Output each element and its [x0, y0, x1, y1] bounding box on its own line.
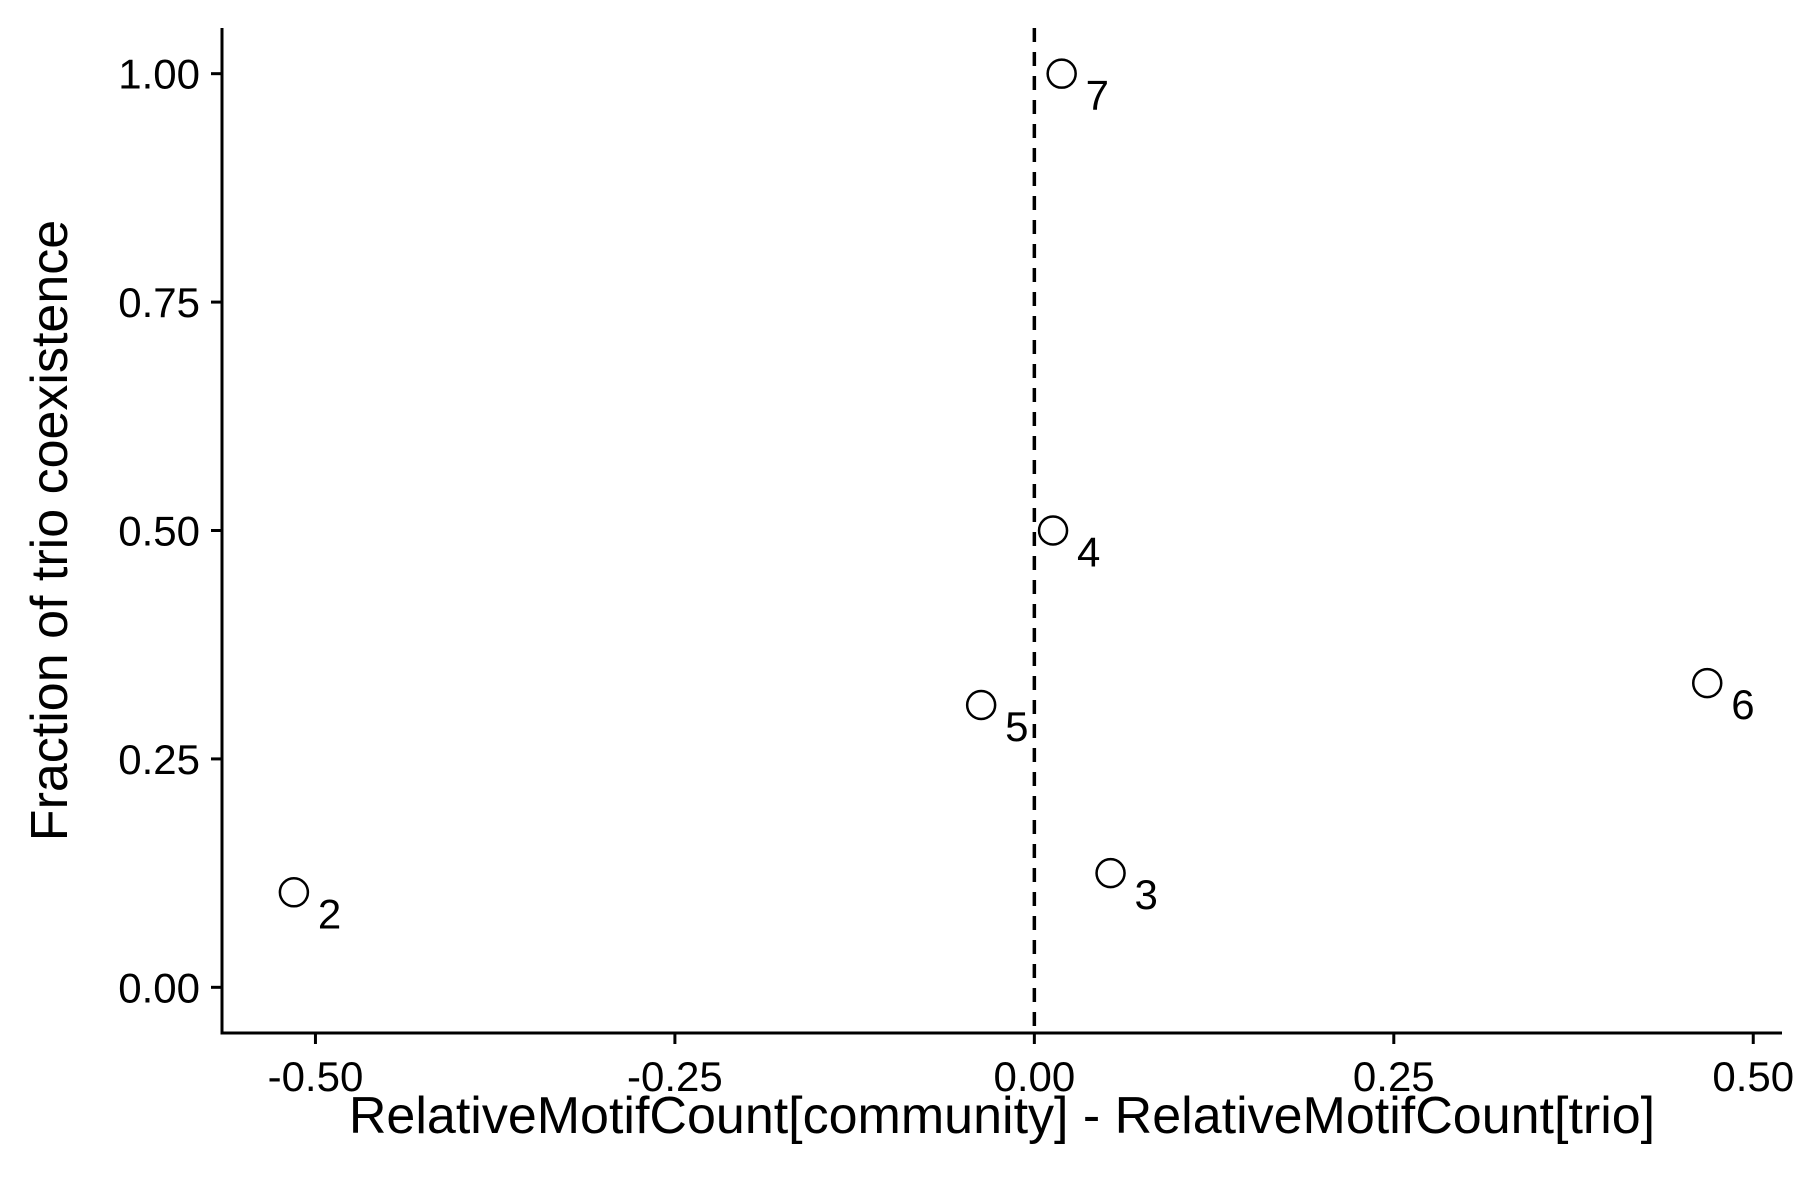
data-point	[1095, 857, 1126, 889]
data-point-label: 3	[1135, 871, 1158, 918]
x-tick-label: 0.50	[1712, 1053, 1794, 1100]
y-tick-label: 0.75	[118, 279, 200, 326]
x-axis-title: RelativeMotifCount[community] - Relative…	[349, 1087, 1655, 1145]
points-layer: 2 3 4 5 6 7	[278, 58, 1755, 937]
data-point	[1046, 58, 1077, 89]
axes-layer	[220, 28, 1782, 1035]
data-point-label: 4	[1077, 529, 1100, 576]
y-tick-label: 0.50	[118, 508, 200, 555]
x-tick-label: 0.25	[1353, 1053, 1435, 1100]
x-tick-label: -0.25	[627, 1053, 723, 1100]
plot-area: 2 345 67 -0.50 -0.25 0.00 0.25 0.50 0.000.250.…	[118, 28, 1794, 1100]
x-tick-label: -0.50	[268, 1053, 364, 1100]
y-tick-label: 0.25	[118, 736, 200, 783]
data-point-label: 7	[1086, 72, 1109, 119]
y-axis-title: Fraction of trio coexistence	[21, 220, 79, 841]
x-ticks: -0.50 -0.25 0.00 0.25 0.50	[268, 1033, 1794, 1100]
data-point-label: 2	[318, 890, 341, 937]
data-point-label: 5	[1005, 703, 1028, 750]
y-tick-label: 1.00	[118, 51, 200, 98]
data-point	[1691, 667, 1723, 699]
y-tick-label: 0.00	[118, 964, 200, 1011]
data-point	[1037, 515, 1069, 546]
data-point	[965, 689, 997, 721]
y-ticks: 0.00 0.25 0.50 0.75 1.00	[118, 51, 222, 1011]
data-point	[278, 877, 310, 908]
data-point-label: 6	[1731, 681, 1754, 728]
x-tick-label: 0.00	[993, 1053, 1075, 1100]
